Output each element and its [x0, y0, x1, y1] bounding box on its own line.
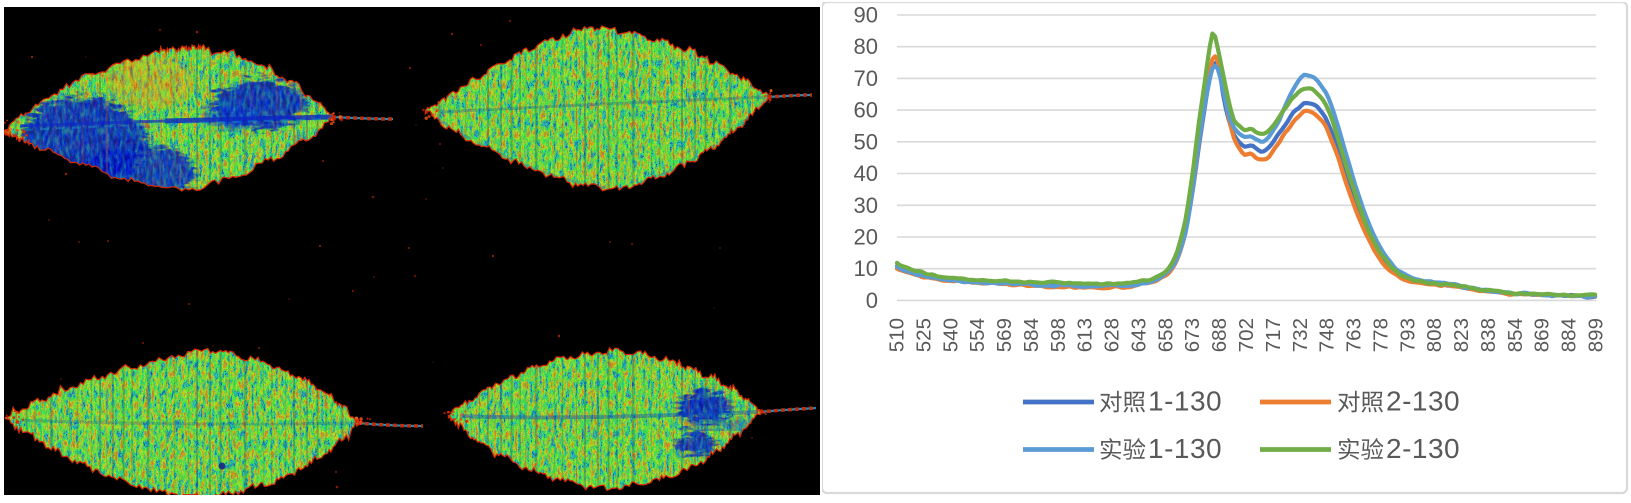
svg-text:50: 50 — [854, 129, 878, 154]
svg-text:90: 90 — [854, 3, 878, 28]
svg-text:30: 30 — [854, 193, 878, 218]
svg-text:823: 823 — [1450, 318, 1473, 352]
svg-text:20: 20 — [854, 225, 878, 250]
svg-text:643: 643 — [1128, 318, 1151, 352]
svg-text:717: 717 — [1262, 318, 1285, 352]
svg-text:584: 584 — [1020, 318, 1043, 352]
svg-text:80: 80 — [854, 34, 878, 59]
svg-text:540: 540 — [939, 318, 962, 352]
svg-text:884: 884 — [1558, 318, 1581, 352]
svg-text:763: 763 — [1343, 318, 1366, 352]
svg-text:658: 658 — [1154, 318, 1177, 352]
svg-text:1-130: 1-130 — [1148, 386, 1222, 417]
svg-text:40: 40 — [854, 161, 878, 186]
svg-text:2-130: 2-130 — [1386, 433, 1460, 464]
svg-text:554: 554 — [966, 318, 989, 352]
svg-text:60: 60 — [854, 98, 878, 123]
svg-text:0: 0 — [866, 288, 878, 313]
svg-text:688: 688 — [1208, 318, 1231, 352]
svg-text:70: 70 — [854, 66, 878, 91]
svg-text:673: 673 — [1181, 318, 1204, 352]
svg-text:748: 748 — [1316, 318, 1339, 352]
svg-text:808: 808 — [1423, 318, 1446, 352]
svg-text:1-130: 1-130 — [1148, 433, 1222, 464]
svg-text:613: 613 — [1074, 318, 1097, 352]
svg-text:778: 778 — [1369, 318, 1392, 352]
svg-text:869: 869 — [1531, 318, 1554, 352]
svg-text:2-130: 2-130 — [1386, 386, 1460, 417]
svg-text:525: 525 — [912, 318, 935, 352]
svg-text:899: 899 — [1585, 318, 1608, 352]
svg-text:628: 628 — [1101, 318, 1124, 352]
svg-text:569: 569 — [993, 318, 1016, 352]
svg-text:854: 854 — [1504, 318, 1527, 352]
svg-text:732: 732 — [1289, 318, 1312, 352]
svg-text:598: 598 — [1047, 318, 1070, 352]
svg-text:10: 10 — [854, 256, 878, 281]
svg-text:838: 838 — [1477, 318, 1500, 352]
svg-text:510: 510 — [886, 318, 909, 352]
svg-text:702: 702 — [1235, 318, 1258, 352]
svg-text:793: 793 — [1396, 318, 1419, 352]
